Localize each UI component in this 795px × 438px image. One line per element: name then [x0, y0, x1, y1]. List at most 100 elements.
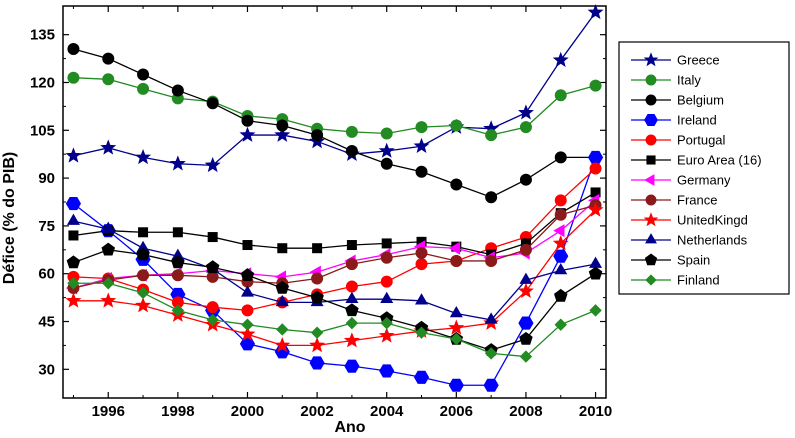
y-tick-label: 45 — [38, 314, 55, 331]
data-point — [485, 129, 498, 142]
data-point — [102, 73, 115, 86]
data-point — [345, 125, 358, 138]
series-line — [73, 48, 596, 198]
data-point — [553, 249, 569, 263]
data-point — [102, 52, 115, 65]
data-point — [275, 294, 289, 307]
legend-item: UnitedKingd — [631, 212, 748, 228]
data-point — [239, 325, 256, 342]
data-point — [554, 89, 567, 102]
data-point — [378, 327, 395, 343]
data-point — [448, 319, 465, 335]
legend-marker — [645, 194, 657, 206]
series-line — [73, 220, 596, 321]
legend-marker — [644, 174, 655, 186]
legend-label: France — [677, 193, 717, 208]
data-point — [67, 43, 80, 56]
data-point — [240, 285, 254, 297]
legend-label: Ireland — [677, 113, 717, 128]
data-point — [239, 126, 256, 142]
legend-item: Finland — [631, 273, 720, 288]
series-line — [73, 282, 596, 358]
data-point — [310, 326, 324, 339]
data-point — [309, 337, 326, 353]
legend-label: Finland — [677, 273, 720, 288]
data-point — [101, 221, 115, 233]
y-tick-label: 60 — [38, 266, 55, 283]
data-point — [345, 303, 359, 317]
data-point — [553, 224, 565, 238]
data-point — [65, 147, 82, 163]
x-axis-title: Ano — [334, 419, 365, 436]
y-tick-label: 120 — [30, 74, 55, 91]
data-point — [450, 119, 463, 132]
data-point — [66, 213, 80, 225]
data-point — [102, 277, 115, 290]
legend-marker — [644, 114, 658, 126]
data-point — [449, 306, 463, 318]
x-tick-label: 2000 — [231, 403, 264, 420]
data-point — [345, 280, 358, 293]
series-unitedkingd — [65, 201, 604, 353]
data-point — [276, 323, 289, 336]
data-point — [100, 139, 117, 155]
data-point — [588, 266, 603, 280]
data-point — [277, 243, 288, 254]
data-point — [554, 318, 567, 331]
data-point — [381, 238, 392, 249]
legend-label: Belgium — [677, 93, 724, 108]
data-point — [309, 356, 325, 370]
data-point — [135, 148, 152, 165]
data-point — [380, 157, 393, 170]
data-point — [240, 268, 255, 282]
data-point — [554, 263, 568, 275]
x-tick-label: 2010 — [579, 403, 612, 420]
x-axis-ticks: 1996 1998 2000 2002 2004 2006 2008 2010 — [72, 6, 612, 420]
data-point — [171, 304, 185, 317]
data-point — [518, 316, 534, 330]
data-point — [137, 68, 150, 81]
x-tick-label: 1998 — [161, 403, 194, 420]
legend-label: Spain — [677, 253, 710, 268]
data-point — [242, 240, 253, 251]
y-tick-label: 30 — [38, 361, 55, 378]
data-point — [483, 378, 499, 392]
data-point — [65, 292, 82, 308]
data-point — [552, 51, 569, 67]
data-point — [136, 247, 150, 261]
data-point — [172, 227, 183, 238]
data-point — [413, 137, 430, 154]
data-point — [587, 201, 604, 217]
data-point — [101, 242, 116, 256]
data-point — [241, 304, 254, 317]
data-point — [171, 269, 184, 282]
data-point — [552, 235, 569, 251]
y-tick-label: 90 — [38, 170, 55, 187]
y-tick-label: 105 — [30, 122, 55, 139]
data-point — [519, 331, 533, 345]
data-point — [241, 318, 254, 331]
y-tick-label: 75 — [38, 218, 55, 235]
legend-marker — [645, 74, 657, 86]
legend-label: Greece — [677, 53, 720, 68]
data-point — [138, 227, 149, 238]
series-line — [73, 168, 596, 312]
data-point — [519, 173, 532, 186]
data-point — [519, 350, 533, 363]
legend-marker — [644, 253, 658, 266]
data-point — [554, 208, 567, 221]
data-point — [450, 332, 463, 346]
data-point — [517, 282, 534, 299]
legend-marker — [645, 134, 657, 146]
data-point — [553, 288, 568, 302]
data-point — [345, 145, 358, 158]
legend-item: Germany — [631, 173, 731, 188]
data-point — [450, 254, 463, 267]
data-point — [343, 332, 360, 348]
data-point — [171, 255, 185, 269]
data-point — [484, 312, 498, 324]
data-point — [519, 243, 532, 256]
data-point — [206, 301, 219, 314]
data-point — [450, 178, 463, 191]
